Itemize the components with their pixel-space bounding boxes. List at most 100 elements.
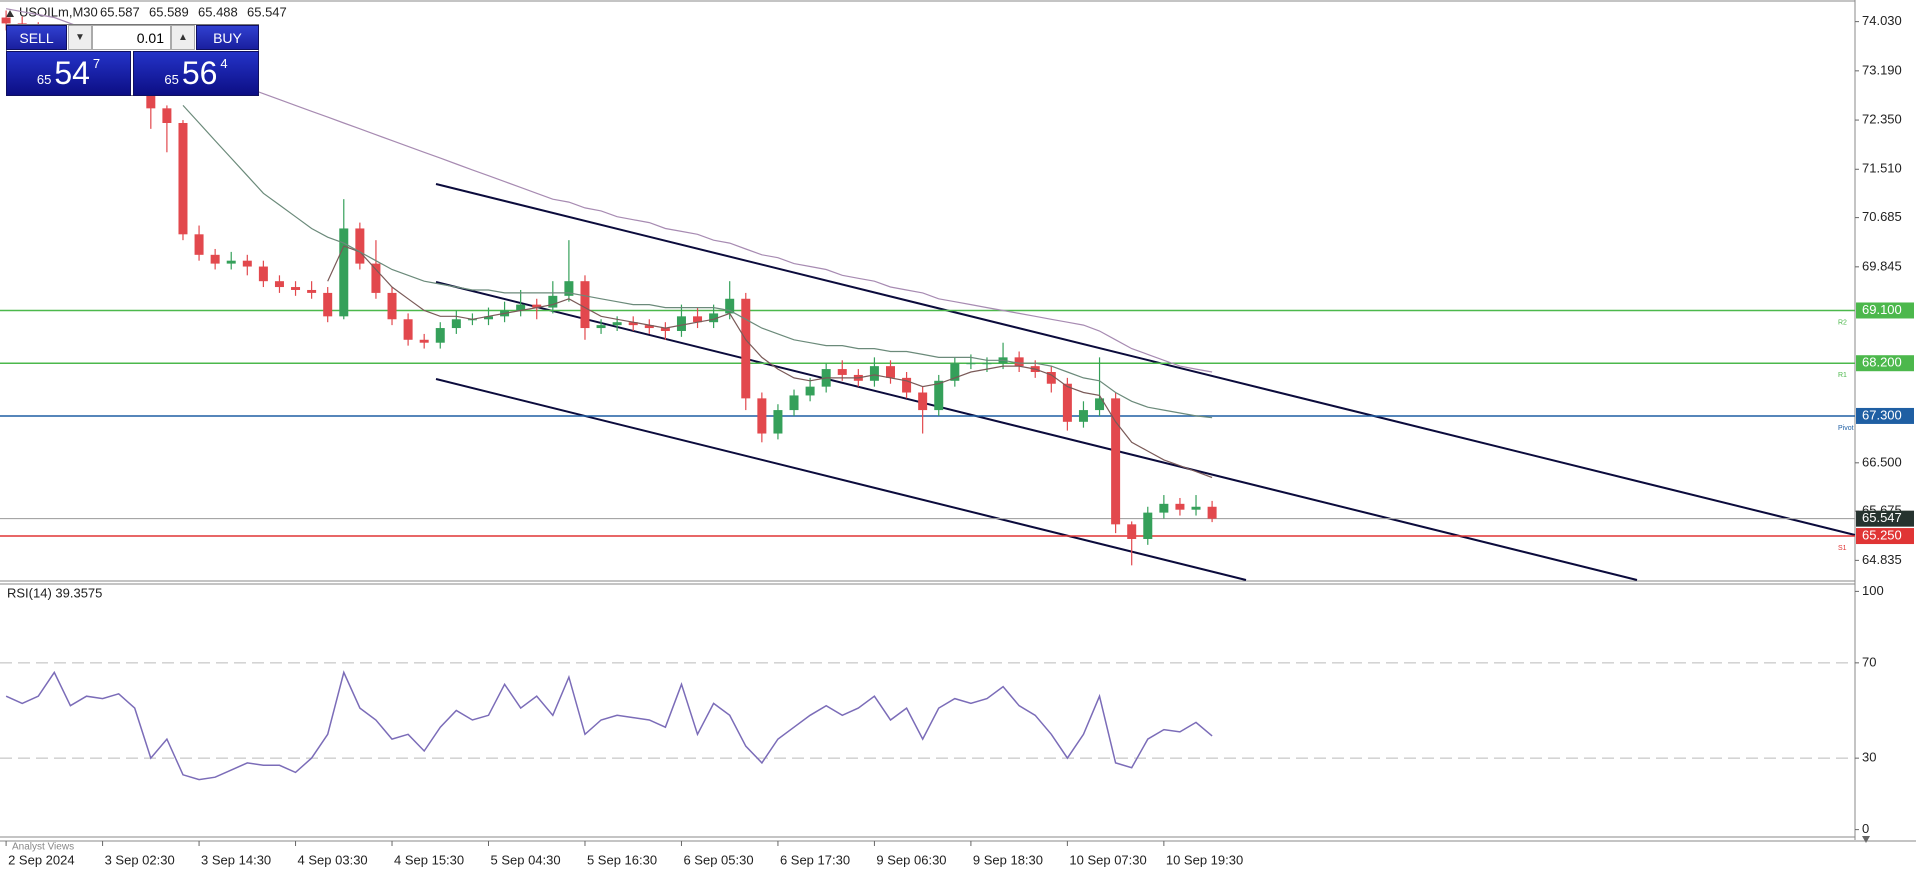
volume-up[interactable]: ▲	[171, 25, 195, 50]
candle-body	[291, 287, 301, 290]
candle-body	[419, 339, 429, 343]
y-tick-label: 74.030	[1862, 13, 1902, 28]
price-pip: 4	[220, 56, 228, 71]
price-label: 65.250	[1862, 527, 1902, 542]
candle-body	[1014, 357, 1024, 367]
candle-body	[918, 392, 928, 411]
indicator-title: RSI(14) 39.3575	[7, 585, 102, 600]
price-label-box	[1856, 528, 1914, 545]
ohlc-close: 65.547	[247, 4, 287, 19]
price-pip: 7	[92, 56, 101, 71]
tab-label[interactable]: Analyst Views	[12, 842, 74, 853]
candle-body	[323, 292, 333, 317]
candle-body	[226, 260, 236, 264]
y-tick-label: 71.510	[1862, 161, 1902, 176]
y-tick-label: 73.190	[1862, 62, 1902, 77]
candle-body	[210, 254, 220, 264]
candle-body	[1078, 410, 1088, 422]
candle-body	[902, 377, 912, 393]
candle-body	[612, 322, 622, 326]
candle-body	[516, 304, 526, 311]
y-tick-label: 100	[1862, 583, 1884, 598]
candle-body	[660, 328, 670, 331]
channel-line	[435, 378, 1247, 581]
candle-body	[146, 87, 156, 109]
x-tick-label: 4 Sep 03:30	[298, 852, 368, 867]
candle-body	[258, 266, 268, 282]
moving-average	[327, 245, 1213, 479]
candle-body	[934, 380, 944, 411]
candle-body	[805, 386, 815, 396]
price-label-box	[1856, 302, 1914, 319]
sell-price[interactable]: 65 54 7	[6, 51, 131, 96]
x-tick-label: 4 Sep 15:30	[394, 852, 464, 867]
candle-body	[773, 410, 783, 434]
channel-line	[435, 183, 1856, 536]
y-tick-label: 30	[1862, 750, 1876, 765]
candle-body	[789, 395, 799, 411]
x-tick-label: 5 Sep 04:30	[491, 852, 561, 867]
price-label: 65.547	[1862, 510, 1902, 525]
candle-body	[580, 281, 590, 329]
candle-body	[387, 292, 397, 320]
price-big: 65	[36, 72, 52, 87]
level-name: Pivot	[1838, 425, 1854, 432]
price-label: 69.100	[1862, 302, 1902, 317]
candle-body	[644, 325, 654, 329]
candle-body	[950, 363, 960, 381]
sell-button[interactable]: SELL	[6, 25, 67, 50]
candle-body	[1159, 503, 1169, 513]
buy-button[interactable]: BUY	[196, 25, 259, 50]
symbol: USOILm,M30	[19, 4, 98, 19]
collapse-icon[interactable]	[6, 10, 14, 17]
x-tick-label: 6 Sep 17:30	[780, 852, 850, 867]
y-tick-label: 64.835	[1862, 552, 1902, 567]
candle-body	[307, 289, 317, 293]
candle-body	[435, 328, 445, 343]
candle-body	[709, 313, 719, 323]
candle-body	[1191, 506, 1201, 510]
candle-body	[1111, 398, 1121, 525]
price-label: 67.300	[1862, 407, 1902, 422]
candle-body	[451, 319, 461, 329]
candle-body	[403, 319, 413, 340]
price-label-box	[1856, 407, 1914, 424]
buy-price[interactable]: 65 56 4	[133, 51, 259, 96]
candle-body	[837, 369, 847, 375]
candle-body	[725, 298, 735, 314]
candle-body	[628, 322, 638, 326]
candle-body	[371, 263, 381, 293]
candle-body	[1, 17, 11, 24]
scroll-icon[interactable]	[1862, 836, 1870, 843]
candle-body	[886, 366, 895, 378]
price-label-box	[1856, 355, 1914, 372]
candle-body	[242, 260, 252, 267]
candle-body	[676, 316, 686, 331]
rsi-line	[5, 670, 1213, 781]
candle-body	[596, 325, 606, 329]
candle-body	[178, 122, 188, 235]
candle-body	[1046, 372, 1056, 384]
x-tick-label: 9 Sep 06:30	[876, 852, 946, 867]
candle-body	[484, 316, 493, 320]
price-label: 68.200	[1862, 355, 1902, 370]
price-label-box	[1856, 510, 1914, 527]
y-tick-label: 66.500	[1862, 454, 1902, 469]
candle-body	[564, 281, 574, 296]
x-tick-label: 6 Sep 05:30	[683, 852, 753, 867]
candle-body	[1207, 506, 1217, 519]
level-name: S1	[1838, 545, 1847, 552]
x-tick-label: 3 Sep 14:30	[201, 852, 271, 867]
y-tick-label: 70	[1862, 654, 1876, 669]
volume-down[interactable]: ▼	[68, 25, 92, 50]
volume-input[interactable]: 0.01	[92, 25, 171, 50]
candle-body	[1062, 383, 1072, 422]
level-name: R2	[1838, 319, 1847, 326]
x-tick-label: 9 Sep 18:30	[973, 852, 1043, 867]
candle-body	[757, 398, 767, 434]
price-main: 54	[54, 55, 90, 91]
ohlc-open: 65.587	[100, 4, 140, 19]
